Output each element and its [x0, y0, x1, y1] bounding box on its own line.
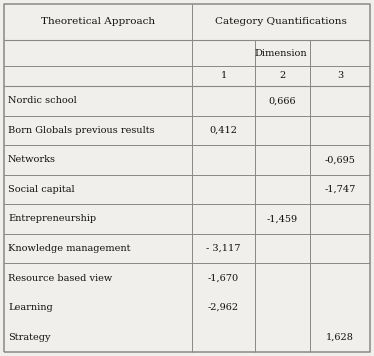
- Text: 2: 2: [279, 72, 286, 80]
- Text: Learning: Learning: [8, 303, 53, 312]
- Text: Dimension: Dimension: [255, 48, 307, 58]
- Text: 1: 1: [220, 72, 227, 80]
- Text: Nordic school: Nordic school: [8, 96, 77, 105]
- Text: -1,459: -1,459: [267, 215, 298, 224]
- Text: -0,695: -0,695: [325, 155, 355, 164]
- Text: Networks: Networks: [8, 155, 56, 164]
- Text: Born Globals previous results: Born Globals previous results: [8, 126, 154, 135]
- Text: Strategy: Strategy: [8, 333, 50, 342]
- Text: Theoretical Approach: Theoretical Approach: [41, 17, 155, 26]
- Text: - 3,117: - 3,117: [206, 244, 241, 253]
- Text: -2,962: -2,962: [208, 303, 239, 312]
- Text: Social capital: Social capital: [8, 185, 75, 194]
- Text: -1,670: -1,670: [208, 274, 239, 283]
- Text: Knowledge management: Knowledge management: [8, 244, 131, 253]
- Text: 3: 3: [337, 72, 343, 80]
- Text: Resource based view: Resource based view: [8, 274, 112, 283]
- Text: Entrepreneurship: Entrepreneurship: [8, 215, 96, 224]
- Text: Category Quantifications: Category Quantifications: [215, 17, 347, 26]
- Text: -1,747: -1,747: [324, 185, 356, 194]
- Text: 1,628: 1,628: [326, 333, 354, 342]
- Text: 0,666: 0,666: [269, 96, 296, 105]
- Text: 0,412: 0,412: [209, 126, 237, 135]
